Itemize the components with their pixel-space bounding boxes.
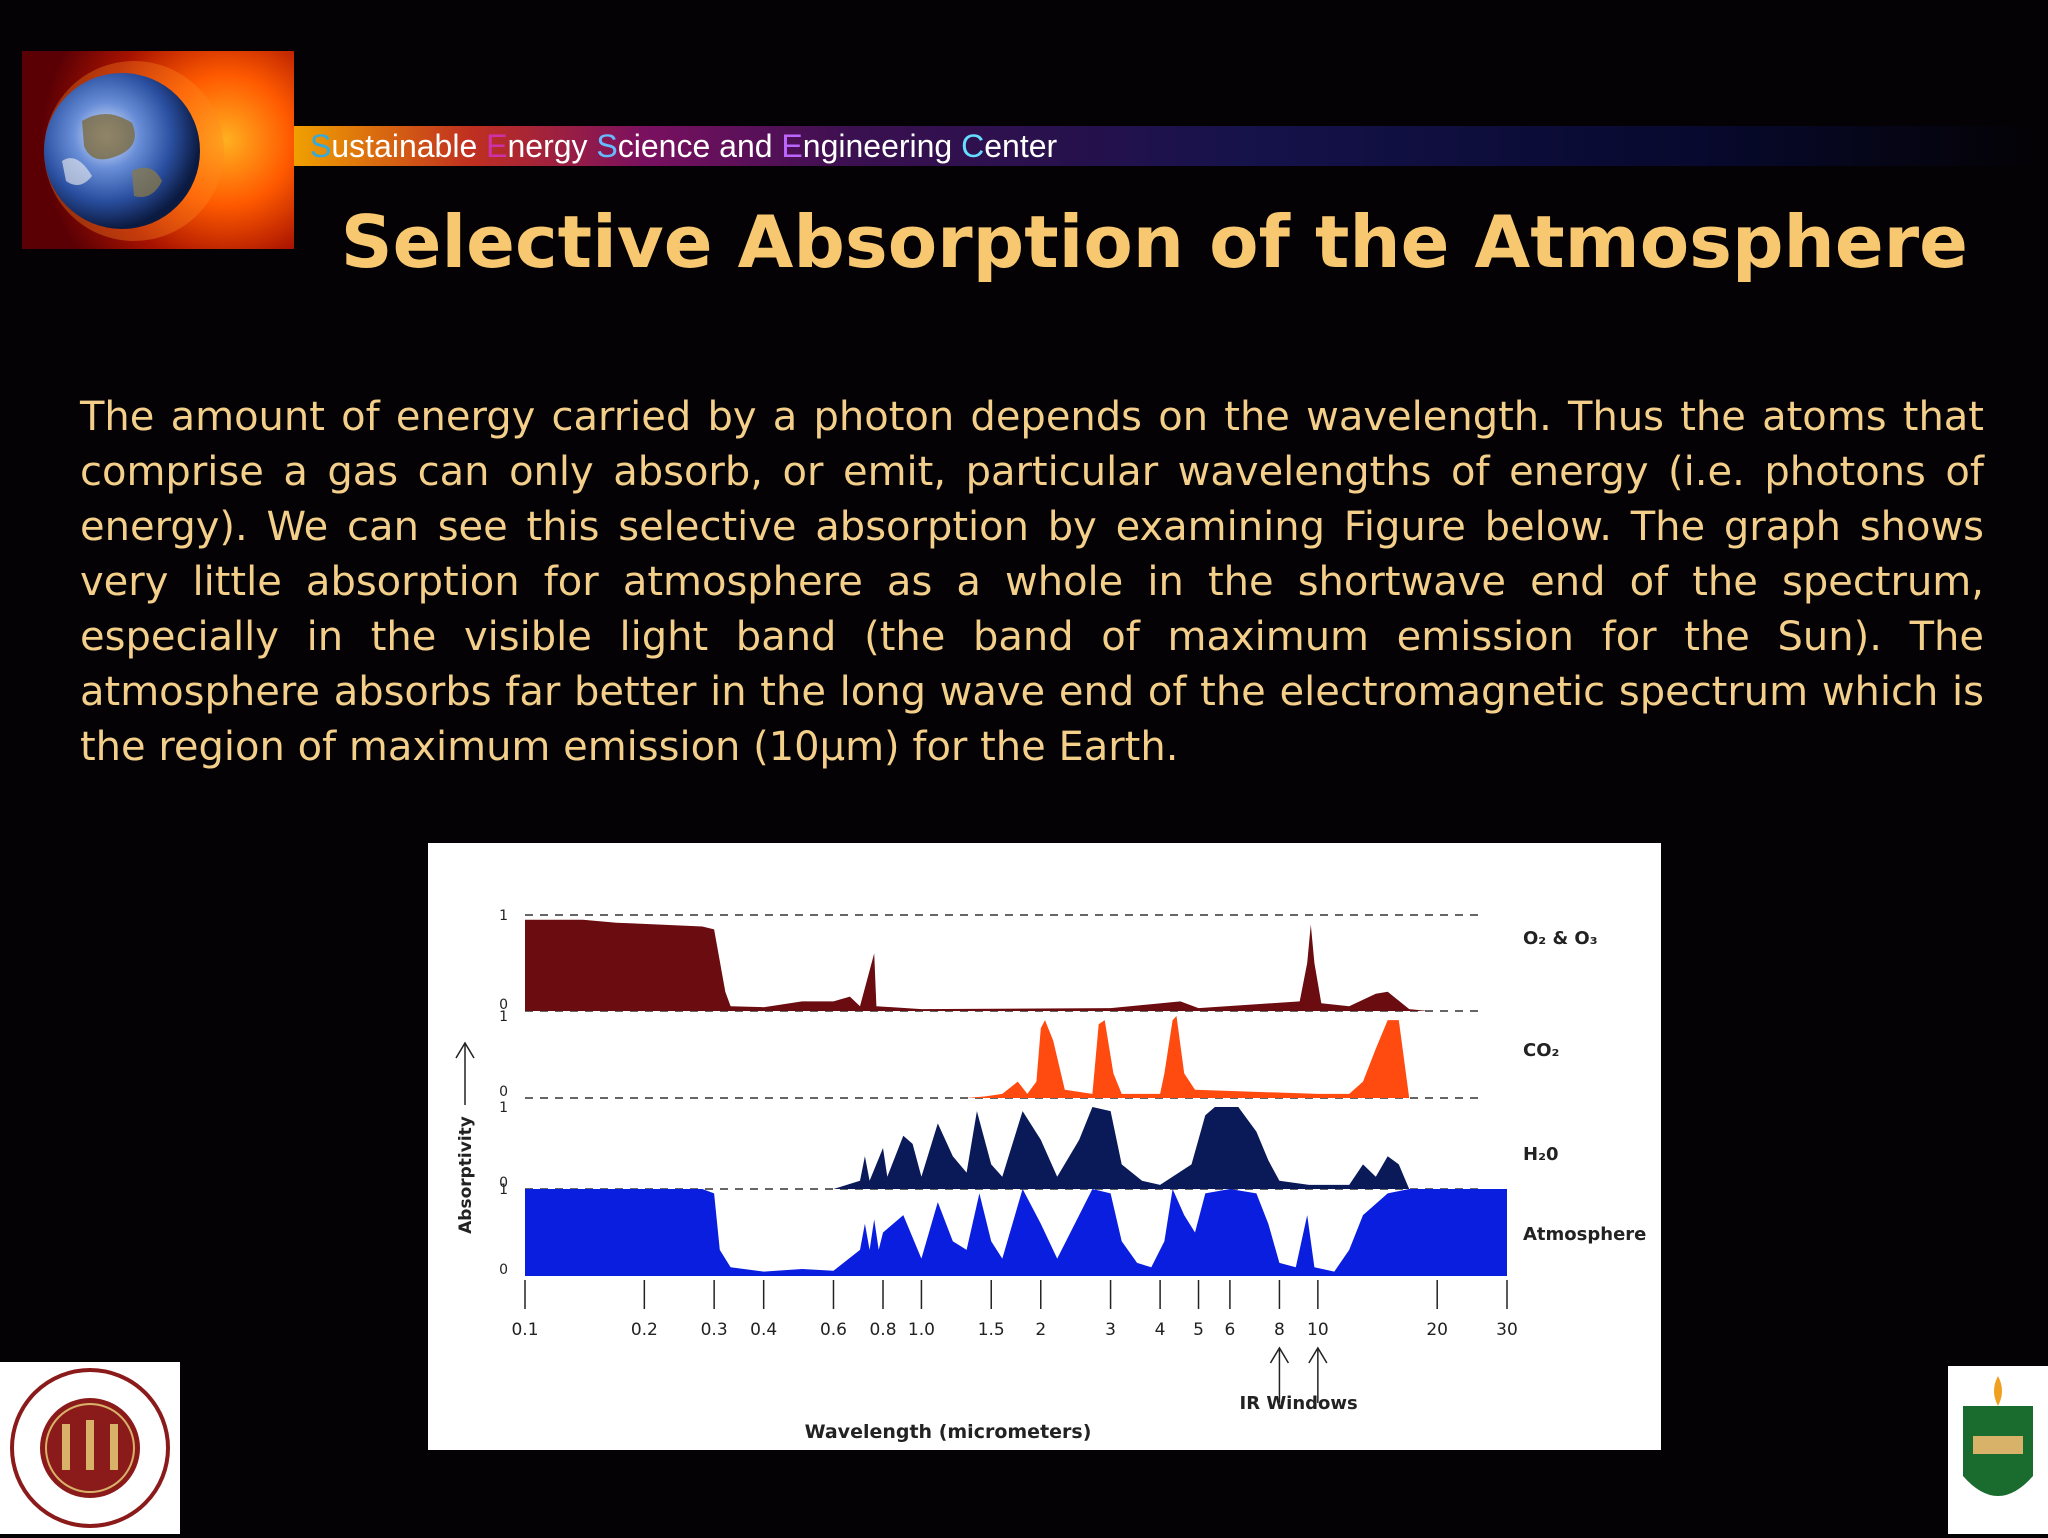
series-area-0 [525,919,1429,1011]
x-tick-label: 0.3 [701,1320,728,1340]
org-initial: E [781,128,803,164]
org-word: ngineering [802,128,962,164]
y-tick-label: 1 [499,1009,508,1025]
absorption-figure: 1 0 O₂ & O₃ 1 0 CO₂ 1 0 H₂0 1 0 Atmosphere 0.1 0.2 0.3… [428,843,1661,1450]
org-name: Sustainable Energy Science and Engineeri… [310,126,1057,166]
org-initial: S [310,128,332,164]
x-tick-label: 2 [1035,1320,1046,1340]
x-tick-label: 0.2 [631,1320,658,1340]
university-seal-icon [10,1368,170,1528]
series-label: CO₂ [1523,1040,1559,1061]
y-tick-label: 1 [499,1182,508,1198]
series-area-1 [966,1016,1410,1098]
ir-window-arrowhead [1308,1346,1328,1364]
y-tick-label: 0 [499,997,508,1013]
y-tick-label: 0 [499,1262,508,1278]
x-tick-label: 6 [1224,1320,1235,1340]
y-axis-label: Absorptivity [456,1116,476,1234]
org-word: enter [984,128,1058,164]
slide-body: The amount of energy carried by a photon… [80,394,1984,770]
y-tick-label: 0 [499,1175,508,1191]
school-crest-logo [1948,1366,2048,1534]
x-tick-label: 3 [1105,1320,1116,1340]
earth-globe-icon [44,61,224,241]
x-tick-label: 8 [1274,1320,1285,1340]
x-tick-label: 4 [1155,1320,1166,1340]
earth-sun-logo [22,51,294,249]
x-tick-label: 10 [1307,1320,1329,1340]
ir-windows-annotation: IR Windows [1240,1393,1358,1414]
x-tick-label: 0.8 [869,1320,896,1340]
x-tick-label: 0.6 [820,1320,847,1340]
org-initial: E [486,128,508,164]
x-tick-label: 0.1 [511,1320,538,1340]
x-tick-label: 0.4 [750,1320,777,1340]
org-word: ustainable [331,128,487,164]
org-initial: S [596,128,618,164]
fsu-seal-logo [0,1362,180,1534]
series-label: Atmosphere [1523,1224,1646,1245]
org-word: nergy [507,128,597,164]
x-tick-label: 20 [1426,1320,1448,1340]
y-axis-arrowhead [455,1041,475,1059]
series-area-3 [525,1189,1507,1276]
ir-window-arrowhead [1269,1346,1290,1364]
x-tick-label: 1.0 [908,1320,935,1340]
x-axis-label: Wavelength (micrometers) [805,1421,1092,1443]
y-tick-label: 0 [499,1084,508,1100]
series-label: H₂0 [1523,1144,1558,1165]
x-tick-label: 1.5 [978,1320,1005,1340]
series-label: O₂ & O₃ [1523,928,1598,949]
y-tick-label: 1 [499,1100,508,1116]
y-tick-label: 1 [499,908,508,924]
x-tick-label: 30 [1496,1320,1518,1340]
x-tick-label: 5 [1193,1320,1204,1340]
org-initial: C [961,128,985,164]
org-word: cience and [617,128,782,164]
header-gradient-bar [294,126,2048,166]
slide-title: Selective Absorption of the Atmosphere [340,200,1968,284]
crest-torch-icon [1963,1376,2033,1496]
series-area-2 [833,1107,1410,1189]
